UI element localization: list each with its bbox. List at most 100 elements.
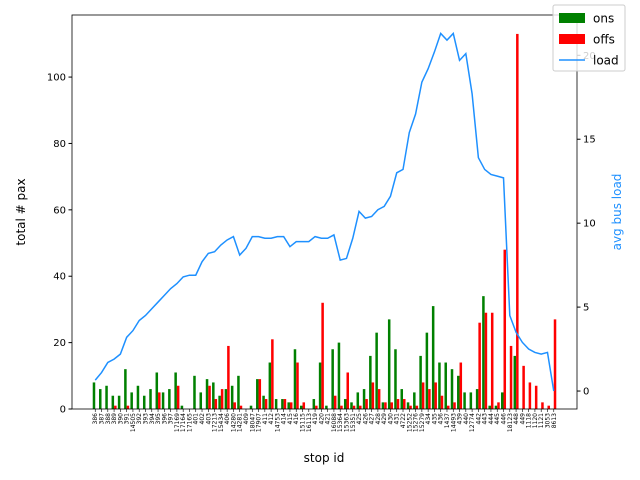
- x-tick-label: 18123: [507, 413, 514, 432]
- bar: [482, 296, 485, 409]
- y-tick-label: 40: [53, 272, 66, 283]
- x-tick-label: 14280: [230, 413, 237, 432]
- x-tick-label: 15363: [343, 413, 350, 432]
- bar: [503, 249, 507, 409]
- bar: [130, 392, 133, 409]
- bar: [271, 339, 274, 409]
- x-tick-label: 390: [117, 413, 124, 425]
- x-tick-label: 443: [482, 413, 489, 425]
- x-tick-label: 426: [362, 413, 369, 425]
- bar: [365, 399, 368, 409]
- x-tick-label: 16088: [331, 413, 338, 432]
- bar: [415, 405, 419, 409]
- bar: [346, 372, 349, 409]
- x-tick-label: 427: [369, 413, 376, 425]
- bar: [484, 312, 488, 409]
- bar: [438, 362, 441, 409]
- x-tick-label: 420: [318, 413, 325, 425]
- x-tick-label: 1120: [532, 413, 539, 428]
- bar: [419, 355, 422, 409]
- bar: [199, 392, 203, 409]
- bar: [262, 395, 265, 409]
- bar: [450, 369, 454, 409]
- bar: [230, 385, 234, 409]
- bar: [350, 402, 353, 409]
- bar: [475, 389, 479, 409]
- x-tick-label: 440: [463, 413, 470, 425]
- bar: [440, 395, 444, 409]
- legend-label: offs: [593, 33, 615, 47]
- x-tick-label: 15364: [337, 413, 344, 432]
- x-tick-label: 445: [494, 413, 501, 425]
- bar: [214, 399, 218, 409]
- x-tick-label: 17213: [212, 413, 219, 432]
- bar: [264, 399, 268, 409]
- bar: [212, 382, 215, 409]
- x-tick-label: 17165: [186, 413, 193, 432]
- x-tick-label: 412: [268, 413, 275, 425]
- x-tick-label: 449: [519, 413, 526, 425]
- x-tick-label: 14753: [274, 413, 281, 432]
- bar: [403, 399, 406, 409]
- bar: [321, 302, 324, 409]
- bar: [287, 402, 290, 409]
- x-tick-label: 392: [136, 413, 143, 425]
- bar: [208, 385, 211, 409]
- bar: [387, 319, 391, 409]
- x-tick-label: 1437: [444, 413, 451, 428]
- bar: [490, 312, 494, 409]
- x-tick-label: 1121: [538, 413, 545, 428]
- x-tick-label: 15252: [406, 413, 413, 432]
- bar: [553, 319, 557, 409]
- x-tick-label: 401: [193, 413, 200, 425]
- x-tick-label: 17907: [256, 413, 263, 432]
- bar: [258, 379, 262, 409]
- x-tick-label: 419: [312, 413, 319, 425]
- bar: [457, 375, 460, 409]
- x-tick-label: 395: [155, 413, 162, 425]
- bar: [534, 385, 538, 409]
- bar: [142, 395, 146, 409]
- x-tick-label: 8613: [551, 413, 558, 428]
- bar: [446, 405, 450, 409]
- x-tick-label: 403: [205, 413, 212, 425]
- bar: [381, 402, 385, 409]
- bar: [428, 389, 431, 409]
- x-tick-label: 421: [325, 413, 332, 425]
- bar: [99, 389, 102, 409]
- x-tick-label: 4722: [400, 413, 407, 428]
- bar: [396, 399, 400, 409]
- x-tick-label: 431: [394, 413, 401, 425]
- x-tick-label: 393: [142, 413, 149, 425]
- bar: [227, 345, 230, 409]
- bar: [434, 382, 437, 409]
- bar: [425, 332, 429, 409]
- bar: [296, 362, 299, 409]
- bar: [384, 402, 387, 409]
- bar: [293, 349, 297, 409]
- bar: [413, 392, 416, 409]
- x-tick-label: 409: [243, 413, 250, 425]
- bar: [155, 372, 159, 409]
- x-tick-label: 439: [457, 413, 464, 425]
- x-tick-label: 1118: [526, 413, 533, 428]
- y-tick-label: 100: [47, 73, 66, 84]
- bar: [406, 402, 410, 409]
- bar: [469, 392, 473, 409]
- x-tick-label: 17164: [180, 413, 187, 432]
- x-tick-label: 436: [438, 413, 445, 425]
- bar: [343, 399, 347, 409]
- bar: [281, 399, 284, 409]
- bar: [218, 395, 221, 409]
- bar: [117, 395, 121, 409]
- bar: [111, 395, 115, 409]
- bar: [325, 405, 328, 409]
- y-tick-label: 0: [60, 405, 66, 416]
- bar: [331, 349, 334, 409]
- bar: [318, 362, 322, 409]
- bar: [193, 375, 196, 409]
- x-axis-label: stop id: [304, 451, 345, 465]
- y2-tick-label: 5: [583, 303, 589, 314]
- bar: [249, 405, 253, 409]
